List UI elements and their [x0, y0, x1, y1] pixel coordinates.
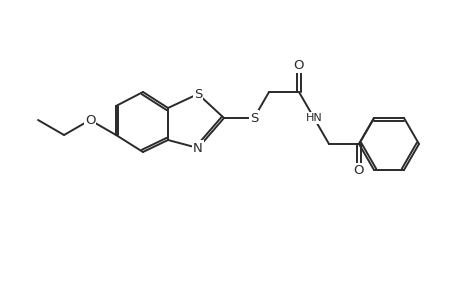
Text: S: S	[249, 112, 257, 124]
Text: O: O	[353, 164, 364, 178]
Text: O: O	[293, 58, 303, 71]
Text: O: O	[84, 113, 95, 127]
Text: N: N	[193, 142, 202, 154]
Text: HN: HN	[305, 113, 322, 123]
Text: S: S	[193, 88, 202, 100]
